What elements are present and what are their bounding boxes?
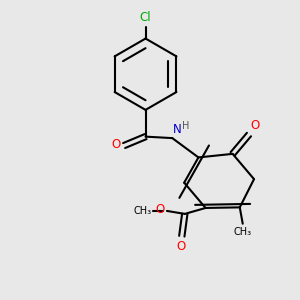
- Text: O: O: [177, 240, 186, 253]
- Text: H: H: [182, 121, 189, 131]
- Text: CH₃: CH₃: [133, 206, 151, 216]
- Text: O: O: [250, 119, 260, 132]
- Text: O: O: [155, 203, 165, 216]
- Text: O: O: [111, 138, 121, 152]
- Text: N: N: [173, 123, 182, 136]
- Text: CH₃: CH₃: [234, 227, 252, 237]
- Text: Cl: Cl: [140, 11, 152, 24]
